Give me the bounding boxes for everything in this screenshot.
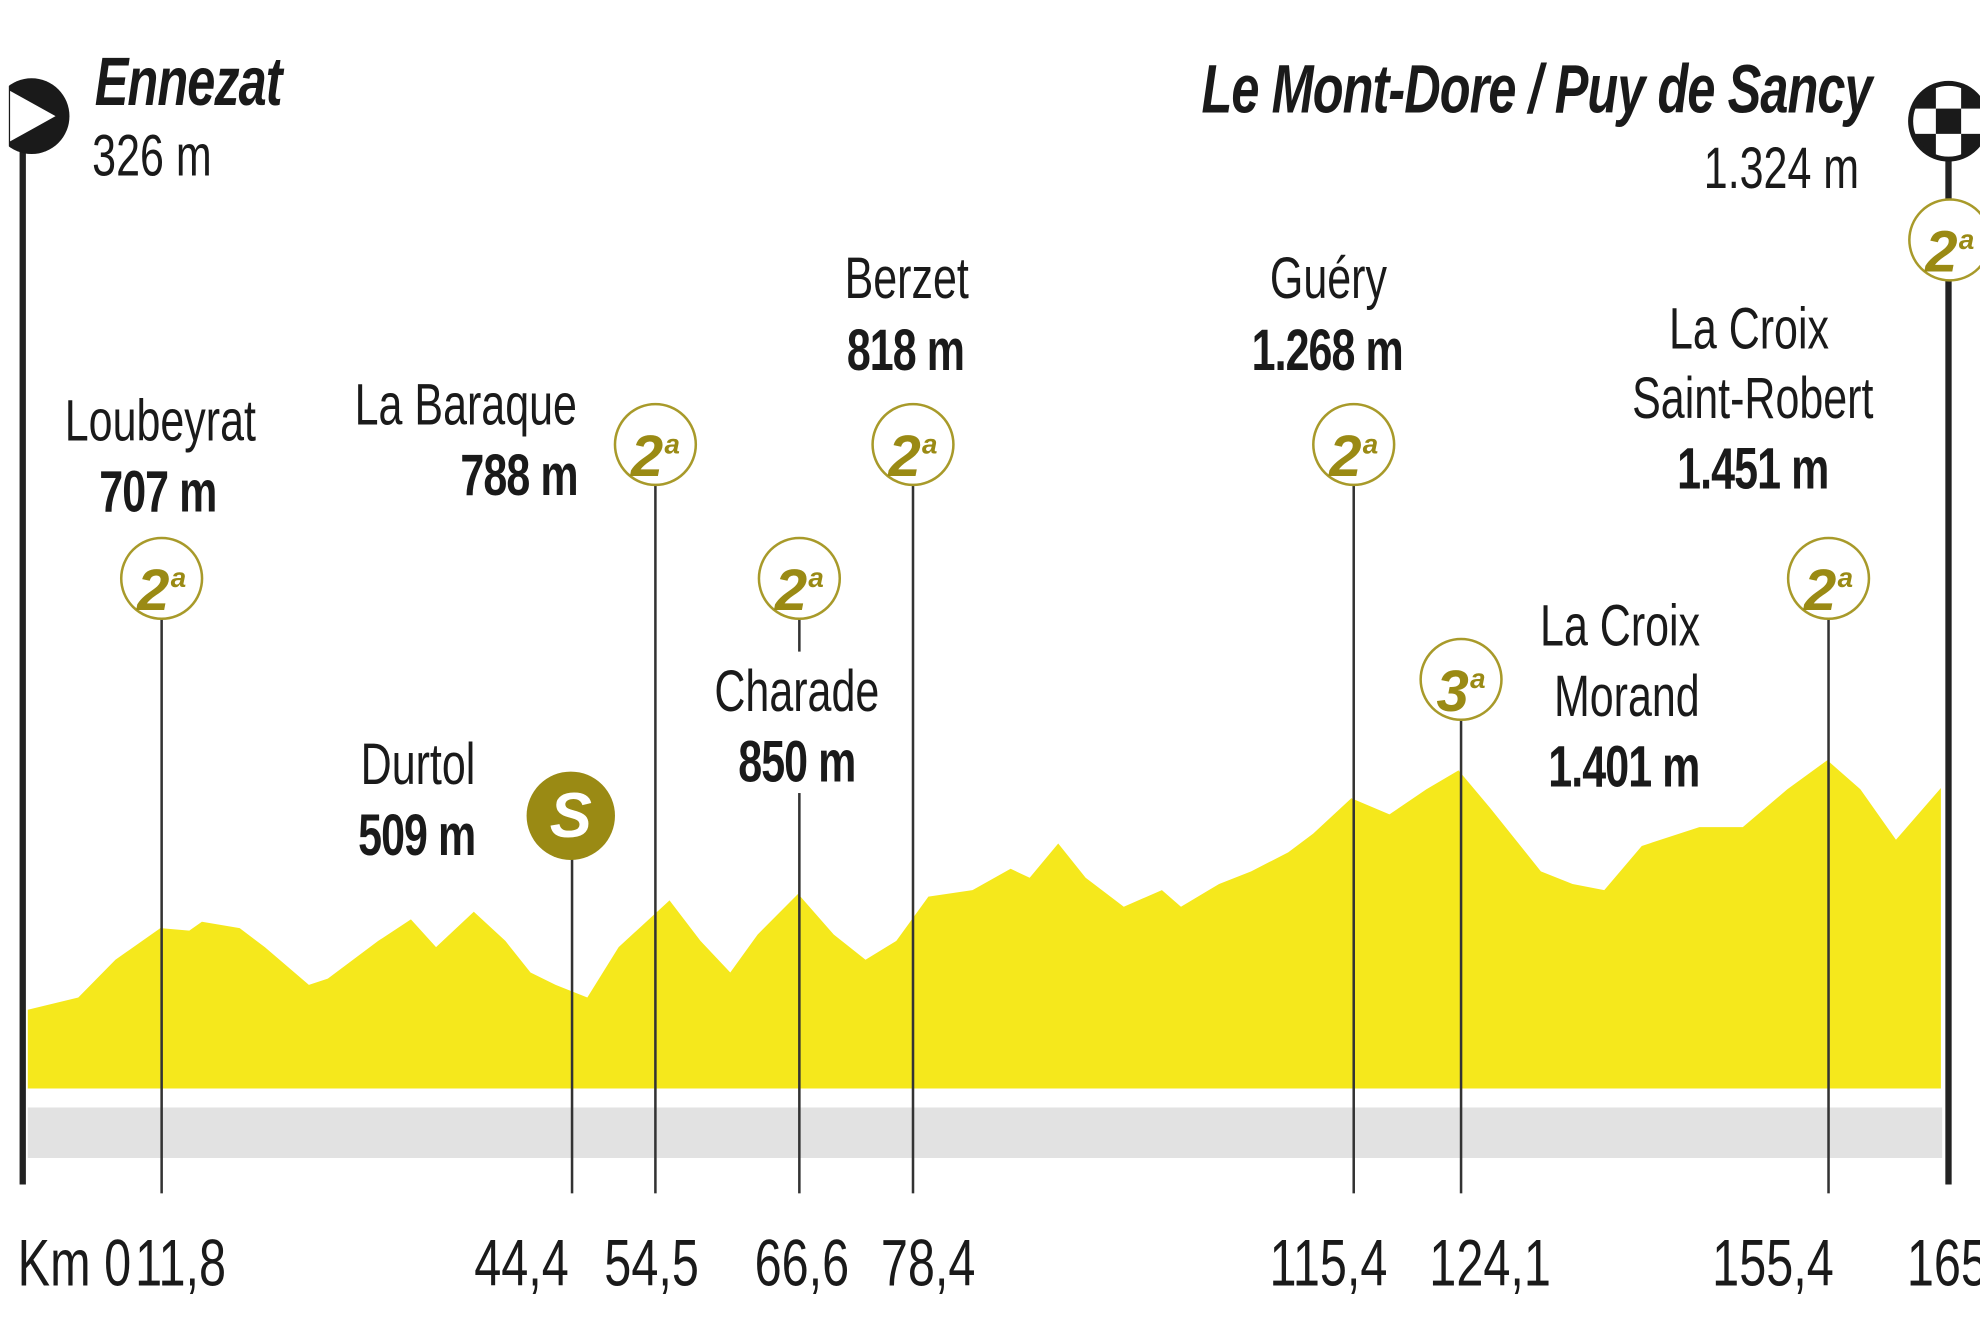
climb-elevation: 1.451 m bbox=[1677, 435, 1829, 502]
climb-elevation: 850 m bbox=[738, 728, 856, 795]
marker-line-durtol bbox=[570, 858, 573, 1194]
marker-line-la-croix-saint-robert bbox=[1827, 618, 1830, 1194]
climb-category-badge: 2a bbox=[119, 536, 204, 623]
km-label: 124,1 bbox=[1429, 1227, 1551, 1301]
climb-category-badge: 2a bbox=[871, 402, 955, 489]
finish-name: Le Mont-Dore / Puy de Sancy bbox=[1201, 51, 1872, 128]
climb-name: Guéry bbox=[1269, 244, 1387, 311]
start-name: Ennezat bbox=[94, 44, 283, 120]
km-label: 78,4 bbox=[880, 1227, 976, 1301]
km-label: 54,5 bbox=[604, 1227, 699, 1301]
climb-category-badge: 2a bbox=[613, 402, 698, 489]
climb-name: Morand bbox=[1553, 662, 1700, 729]
climb-name: Charade bbox=[714, 657, 880, 724]
km-label: 66,6 bbox=[754, 1227, 850, 1301]
finish-elevation: 1.324 m bbox=[1703, 135, 1859, 201]
start-elevation: 326 m bbox=[92, 122, 212, 189]
climb-elevation: 707 m bbox=[99, 458, 217, 525]
km-label: 44,4 bbox=[474, 1227, 569, 1301]
climb-name: La Croix bbox=[1539, 592, 1700, 658]
climb-elevation: 1.401 m bbox=[1548, 733, 1701, 800]
km-label: 165 bbox=[1906, 1227, 1980, 1301]
climb-name: La Croix bbox=[1668, 295, 1830, 362]
km-label: 115,4 bbox=[1269, 1227, 1388, 1301]
climb-category-badge: 3a bbox=[1419, 637, 1503, 724]
marker-line-la-baraque bbox=[654, 484, 657, 1194]
climb-elevation: 788 m bbox=[459, 441, 578, 508]
marker-line-la-croix-morand bbox=[1459, 719, 1462, 1194]
km-label: Km 0 bbox=[17, 1227, 132, 1301]
road-band bbox=[27, 1107, 1943, 1158]
climb-elevation: 818 m bbox=[846, 316, 965, 383]
climb-category-badge: 2a bbox=[1312, 402, 1396, 489]
marker-line-guery bbox=[1352, 484, 1355, 1194]
climb-name: Berzet bbox=[844, 244, 969, 311]
km-label: 155,4 bbox=[1712, 1227, 1834, 1301]
marker-line-charade-top bbox=[798, 618, 800, 652]
climb-category-badge: 2a bbox=[1786, 536, 1871, 623]
climb-name: Durtol bbox=[360, 731, 476, 797]
climb-elevation: 1.268 m bbox=[1251, 316, 1404, 383]
marker-line-loubeyrat bbox=[160, 618, 163, 1194]
marker-line-charade bbox=[798, 793, 800, 1194]
climb-elevation: 509 m bbox=[358, 801, 476, 868]
start-flag-icon bbox=[0, 75, 70, 157]
marker-line-berzet bbox=[911, 484, 914, 1194]
km-label: 11,8 bbox=[135, 1227, 227, 1301]
climb-name: Saint-Robert bbox=[1632, 364, 1874, 431]
climb-name: La Baraque bbox=[354, 371, 578, 437]
sprint-badge: S bbox=[526, 771, 615, 860]
elevation-area bbox=[27, 760, 1941, 1089]
climb-name: Loubeyrat bbox=[64, 387, 256, 454]
checkered-flag-icon bbox=[1908, 80, 1980, 162]
climb-category-badge: 2a bbox=[1908, 198, 1980, 284]
climb-category-badge: 2a bbox=[757, 536, 842, 623]
